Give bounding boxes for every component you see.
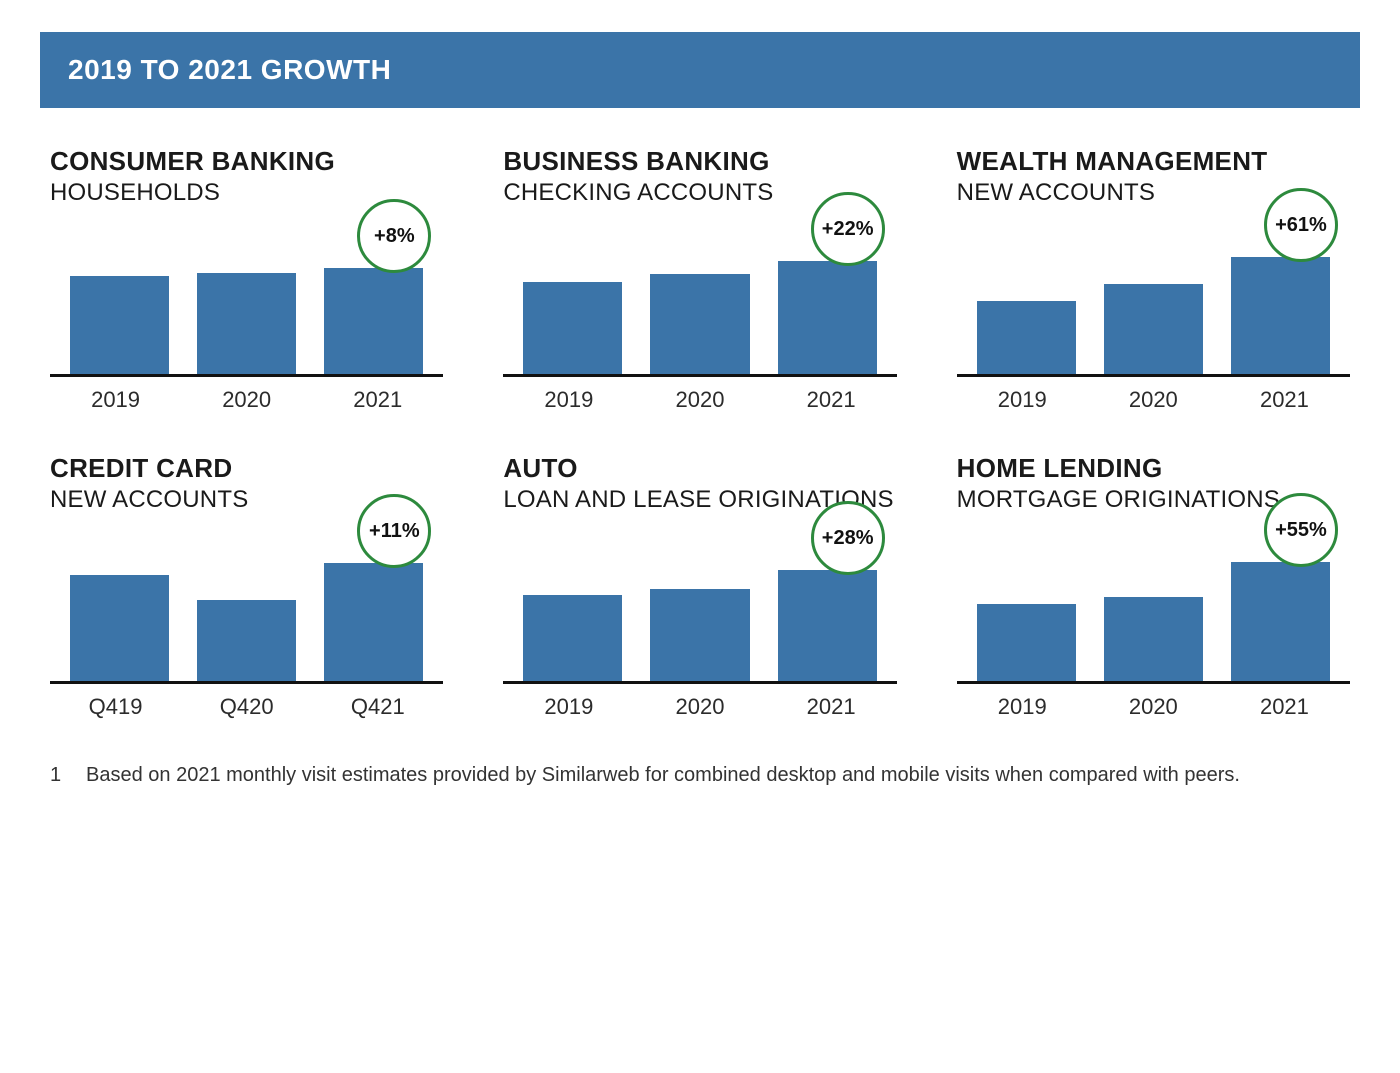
x-axis-label: 2021: [766, 694, 897, 720]
footnote-text: Based on 2021 monthly visit estimates pr…: [86, 764, 1240, 787]
panels-grid: CONSUMER BANKINGHOUSEHOLDS+8%20192020202…: [40, 146, 1360, 720]
growth-badge: +22%: [811, 192, 885, 266]
x-axis-labels: 201920202021: [50, 387, 443, 413]
chart-area: +61% 201920202021: [957, 207, 1350, 413]
bar: [1231, 257, 1330, 374]
growth-badge: +55%: [1264, 493, 1338, 567]
chart-area: +22% 201920202021: [503, 207, 896, 413]
x-axis-label: 2020: [1088, 387, 1219, 413]
x-axis-label: Q420: [181, 694, 312, 720]
x-axis-labels: 201920202021: [957, 387, 1350, 413]
panel-title: WEALTH MANAGEMENT: [957, 146, 1350, 177]
panel-title: AUTO: [503, 453, 896, 484]
bar: [523, 282, 622, 374]
x-axis-label: 2019: [503, 387, 634, 413]
chart-panel: CONSUMER BANKINGHOUSEHOLDS+8%20192020202…: [50, 146, 443, 413]
x-axis-label: 2021: [312, 387, 443, 413]
bar-slot: +55%: [1217, 514, 1344, 681]
bar: [197, 273, 296, 374]
x-axis-label: 2020: [1088, 694, 1219, 720]
bar-slot: [183, 514, 310, 681]
growth-badge: +61%: [1264, 188, 1338, 262]
bar: [1104, 597, 1203, 681]
x-axis-labels: 201920202021: [503, 387, 896, 413]
x-axis-label: 2021: [1219, 387, 1350, 413]
bars-row: +22%: [503, 207, 896, 377]
x-axis-label: Q419: [50, 694, 181, 720]
bar: [324, 563, 423, 681]
growth-badge: +8%: [357, 199, 431, 273]
growth-badge: +28%: [811, 501, 885, 575]
panel-title: BUSINESS BANKING: [503, 146, 896, 177]
header-title: 2019 TO 2021 GROWTH: [68, 54, 391, 85]
bar: [197, 600, 296, 681]
chart-panel: WEALTH MANAGEMENTNEW ACCOUNTS+61%2019202…: [957, 146, 1350, 413]
x-axis-label: 2020: [181, 387, 312, 413]
x-axis-label: 2021: [766, 387, 897, 413]
chart-area: +11% Q419Q420Q421: [50, 514, 443, 720]
x-axis-label: 2019: [957, 387, 1088, 413]
bar-slot: [1090, 207, 1217, 374]
bar-slot: +11%: [310, 514, 437, 681]
panel-title: HOME LENDING: [957, 453, 1350, 484]
chart-area: +8% 201920202021: [50, 207, 443, 413]
bar: [977, 604, 1076, 681]
bar-slot: [56, 207, 183, 374]
chart-panel: BUSINESS BANKINGCHECKING ACCOUNTS+22%201…: [503, 146, 896, 413]
bar-slot: [56, 514, 183, 681]
panel-title: CONSUMER BANKING: [50, 146, 443, 177]
bar: [1231, 562, 1330, 681]
bar-slot: +61%: [1217, 207, 1344, 374]
bar: [70, 276, 169, 374]
chart-area: +55% 201920202021: [957, 514, 1350, 720]
bar-slot: +22%: [764, 207, 891, 374]
header-banner: 2019 TO 2021 GROWTH: [40, 32, 1360, 108]
bar-slot: +28%: [764, 514, 891, 681]
footnote-number: 1: [50, 764, 68, 787]
x-axis-labels: 201920202021: [957, 694, 1350, 720]
footnote: 1 Based on 2021 monthly visit estimates …: [40, 764, 1360, 787]
chart-panel: HOME LENDINGMORTGAGE ORIGINATIONS+55%201…: [957, 453, 1350, 720]
bars-row: +8%: [50, 207, 443, 377]
panel-title: CREDIT CARD: [50, 453, 443, 484]
x-axis-label: 2019: [50, 387, 181, 413]
bars-row: +61%: [957, 207, 1350, 377]
bar-slot: [509, 207, 636, 374]
bar: [977, 301, 1076, 374]
bar-slot: +8%: [310, 207, 437, 374]
chart-panel: CREDIT CARDNEW ACCOUNTS+11%Q419Q420Q421: [50, 453, 443, 720]
x-axis-label: Q421: [312, 694, 443, 720]
x-axis-labels: 201920202021: [503, 694, 896, 720]
bar-slot: [963, 207, 1090, 374]
bar-slot: [963, 514, 1090, 681]
bar-slot: [183, 207, 310, 374]
bars-row: +11%: [50, 514, 443, 684]
bar-slot: [509, 514, 636, 681]
bar: [1104, 284, 1203, 374]
chart-panel: AUTOLOAN AND LEASE ORIGINATIONS+28%20192…: [503, 453, 896, 720]
bar: [778, 570, 877, 681]
growth-badge: +11%: [357, 494, 431, 568]
bar: [650, 274, 749, 374]
bar: [778, 261, 877, 374]
bar: [324, 268, 423, 374]
bar-slot: [636, 207, 763, 374]
bar-slot: [636, 514, 763, 681]
x-axis-labels: Q419Q420Q421: [50, 694, 443, 720]
bar: [650, 589, 749, 681]
chart-area: +28% 201920202021: [503, 514, 896, 720]
x-axis-label: 2019: [503, 694, 634, 720]
bars-row: +55%: [957, 514, 1350, 684]
bars-row: +28%: [503, 514, 896, 684]
bar: [70, 575, 169, 681]
x-axis-label: 2020: [634, 387, 765, 413]
bar-slot: [1090, 514, 1217, 681]
x-axis-label: 2021: [1219, 694, 1350, 720]
bar: [523, 595, 622, 681]
x-axis-label: 2020: [634, 694, 765, 720]
x-axis-label: 2019: [957, 694, 1088, 720]
